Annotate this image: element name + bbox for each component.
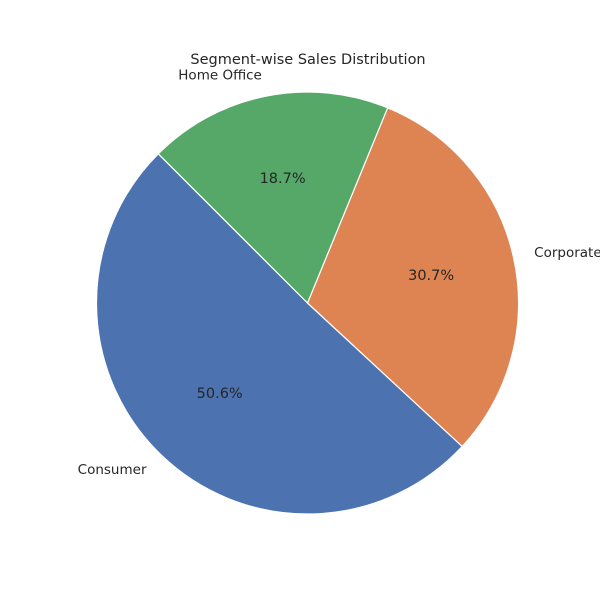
pie-slice-consumer: [95, 153, 463, 515]
pie-pct-label-consumer: 50.6%: [197, 386, 243, 402]
pie-pct-label-corporate: 30.7%: [408, 268, 454, 284]
pie-slices: [95, 91, 520, 515]
chart-title: Segment-wise Sales Distribution: [190, 52, 425, 68]
pie-pct-label-home-office: 18.7%: [260, 171, 306, 187]
pie-slice-home-office: [157, 91, 389, 304]
pie-category-label-home-office: Home Office: [178, 67, 262, 83]
pie-slice-corporate: [306, 107, 520, 448]
pie-category-label-corporate: Corporate: [534, 245, 600, 261]
pie-category-label-consumer: Consumer: [78, 462, 147, 478]
pie-labels: 50.6% Consumer 30.7% Corporate 18.7% Home Off…: [78, 67, 600, 478]
